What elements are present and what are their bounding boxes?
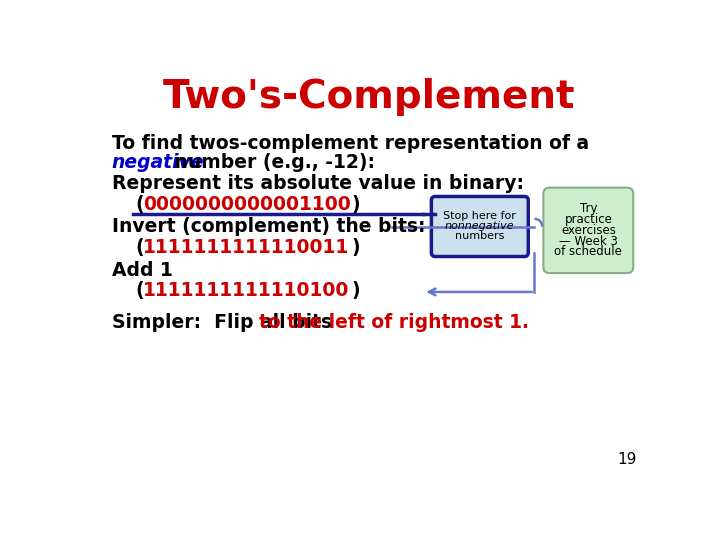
Text: ): ): [352, 195, 361, 214]
Text: To find twos-complement representation of a: To find twos-complement representation o…: [112, 134, 589, 153]
Text: exercises: exercises: [561, 224, 616, 237]
FancyBboxPatch shape: [544, 187, 634, 273]
FancyBboxPatch shape: [431, 197, 528, 256]
Text: — Week 3: — Week 3: [559, 234, 618, 248]
Text: Stop here for: Stop here for: [444, 211, 516, 221]
Text: ): ): [352, 281, 361, 300]
Text: Simpler:  Flip all bits: Simpler: Flip all bits: [112, 313, 338, 332]
Text: ): ): [352, 238, 361, 257]
Text: numbers: numbers: [455, 231, 505, 241]
Text: Try: Try: [580, 202, 597, 215]
Text: 1111111111110100: 1111111111110100: [143, 281, 349, 300]
Text: 1111111111110011: 1111111111110011: [143, 238, 349, 257]
Text: 0000000000001100: 0000000000001100: [143, 195, 351, 214]
Text: nonnegative: nonnegative: [445, 221, 515, 231]
Text: number (e.g., -12):: number (e.g., -12):: [168, 153, 375, 172]
Text: (: (: [135, 238, 143, 257]
Text: 19: 19: [617, 452, 636, 467]
Text: negative: negative: [112, 153, 204, 172]
Text: (: (: [135, 281, 143, 300]
Text: practice: practice: [564, 213, 612, 226]
Text: of schedule: of schedule: [554, 245, 622, 259]
Text: Invert (complement) the bits:: Invert (complement) the bits:: [112, 217, 426, 236]
Text: Represent its absolute value in binary:: Represent its absolute value in binary:: [112, 174, 523, 193]
Text: (: (: [135, 195, 143, 214]
Text: Two's-Complement: Two's-Complement: [163, 78, 575, 116]
Text: to the left of rightmost 1.: to the left of rightmost 1.: [259, 313, 529, 332]
Text: Add 1: Add 1: [112, 261, 173, 280]
